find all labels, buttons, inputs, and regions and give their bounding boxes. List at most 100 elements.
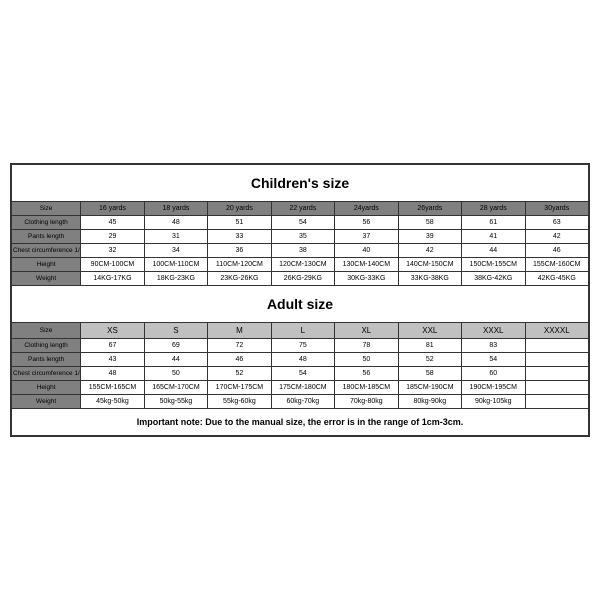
children-title: Children's size xyxy=(12,165,589,202)
cell xyxy=(525,395,588,409)
important-note: Important note: Due to the manual size, … xyxy=(12,409,589,436)
table-row: Clothing length 67 69 72 75 78 81 83 xyxy=(12,339,589,353)
cell: 90kg-105kg xyxy=(462,395,525,409)
table-row: Chest circumference 1/2 32 34 36 38 40 4… xyxy=(12,244,589,258)
cell: 33KG-38KG xyxy=(398,272,461,286)
table-row: Pants length 43 44 46 48 50 52 54 xyxy=(12,353,589,367)
row-label: Height xyxy=(12,258,81,272)
size-table: Children's size Size 16 yards 18 yards 2… xyxy=(11,164,589,436)
col-header: 26yards xyxy=(398,202,461,216)
row-label: Size xyxy=(12,202,81,216)
cell: 44 xyxy=(144,353,207,367)
table-row: Weight 14KG-17KG 18KG-23KG 23KG-26KG 26K… xyxy=(12,272,589,286)
cell: 190CM-195CM xyxy=(462,381,525,395)
cell: 26KG-29KG xyxy=(271,272,334,286)
cell: 155CM-165CM xyxy=(81,381,144,395)
col-header: XL xyxy=(335,323,398,339)
cell: 14KG-17KG xyxy=(81,272,144,286)
col-header: XS xyxy=(81,323,144,339)
cell: 80kg-90kg xyxy=(398,395,461,409)
cell: 155CM-160CM xyxy=(525,258,588,272)
cell: 54 xyxy=(271,216,334,230)
row-label: Size xyxy=(12,323,81,339)
row-label: Clothing length xyxy=(12,216,81,230)
col-header: XXXXL xyxy=(525,323,588,339)
size-chart: Children's size Size 16 yards 18 yards 2… xyxy=(10,163,590,437)
cell: 58 xyxy=(398,216,461,230)
col-header: L xyxy=(271,323,334,339)
cell: 41 xyxy=(462,230,525,244)
table-row: Pants length 29 31 33 35 37 39 41 42 xyxy=(12,230,589,244)
row-label: Chest circumference 1/2 xyxy=(12,244,81,258)
row-label: Chest circumference 1/2 xyxy=(12,367,81,381)
cell: 67 xyxy=(81,339,144,353)
cell: 56 xyxy=(335,367,398,381)
table-row: Weight 45kg-50kg 50kg-55kg 55kg-60kg 60k… xyxy=(12,395,589,409)
cell: 23KG-26KG xyxy=(208,272,271,286)
cell: 75 xyxy=(271,339,334,353)
cell: 44 xyxy=(462,244,525,258)
cell: 42KG-45KG xyxy=(525,272,588,286)
col-header: M xyxy=(208,323,271,339)
cell: 32 xyxy=(81,244,144,258)
cell: 29 xyxy=(81,230,144,244)
cell: 35 xyxy=(271,230,334,244)
cell: 150CM-155CM xyxy=(462,258,525,272)
cell: 70kg-80kg xyxy=(335,395,398,409)
cell xyxy=(525,381,588,395)
cell: 180CM-185CM xyxy=(335,381,398,395)
cell: 58 xyxy=(398,367,461,381)
cell: 54 xyxy=(271,367,334,381)
cell: 81 xyxy=(398,339,461,353)
cell: 43 xyxy=(81,353,144,367)
cell: 69 xyxy=(144,339,207,353)
row-label: Weight xyxy=(12,395,81,409)
cell: 120CM-130CM xyxy=(271,258,334,272)
col-header: 24yards xyxy=(335,202,398,216)
cell: 30KG-33KG xyxy=(335,272,398,286)
cell xyxy=(525,367,588,381)
table-row: Clothing length 45 48 51 54 56 58 61 63 xyxy=(12,216,589,230)
col-header: XXL xyxy=(398,323,461,339)
table-row: Chest circumference 1/2 48 50 52 54 56 5… xyxy=(12,367,589,381)
cell: 40 xyxy=(335,244,398,258)
cell: 78 xyxy=(335,339,398,353)
cell: 140CM-150CM xyxy=(398,258,461,272)
col-header: S xyxy=(144,323,207,339)
col-header: 20 yards xyxy=(208,202,271,216)
cell: 18KG-23KG xyxy=(144,272,207,286)
cell: 48 xyxy=(144,216,207,230)
adult-header-row: Size XS S M L XL XXL XXXL XXXXL xyxy=(12,323,589,339)
cell: 34 xyxy=(144,244,207,258)
table-row: Height 90CM-100CM 100CM-110CM 110CM-120C… xyxy=(12,258,589,272)
cell: 165CM-170CM xyxy=(144,381,207,395)
cell: 50kg-55kg xyxy=(144,395,207,409)
cell: 38 xyxy=(271,244,334,258)
cell: 83 xyxy=(462,339,525,353)
cell: 50 xyxy=(144,367,207,381)
cell: 39 xyxy=(398,230,461,244)
cell: 37 xyxy=(335,230,398,244)
cell: 185CM-190CM xyxy=(398,381,461,395)
col-header: 30yards xyxy=(525,202,588,216)
cell: 33 xyxy=(208,230,271,244)
col-header: 28 yards xyxy=(462,202,525,216)
cell: 45 xyxy=(81,216,144,230)
cell: 54 xyxy=(462,353,525,367)
col-header: 16 yards xyxy=(81,202,144,216)
cell: 50 xyxy=(335,353,398,367)
cell: 42 xyxy=(398,244,461,258)
cell: 60 xyxy=(462,367,525,381)
cell xyxy=(525,339,588,353)
adult-title: Adult size xyxy=(12,286,589,323)
col-header: 22 yards xyxy=(271,202,334,216)
cell: 100CM-110CM xyxy=(144,258,207,272)
children-header-row: Size 16 yards 18 yards 20 yards 22 yards… xyxy=(12,202,589,216)
row-label: Pants length xyxy=(12,353,81,367)
cell: 72 xyxy=(208,339,271,353)
col-header: 18 yards xyxy=(144,202,207,216)
cell: 63 xyxy=(525,216,588,230)
cell: 45kg-50kg xyxy=(81,395,144,409)
row-label: Weight xyxy=(12,272,81,286)
cell: 52 xyxy=(398,353,461,367)
